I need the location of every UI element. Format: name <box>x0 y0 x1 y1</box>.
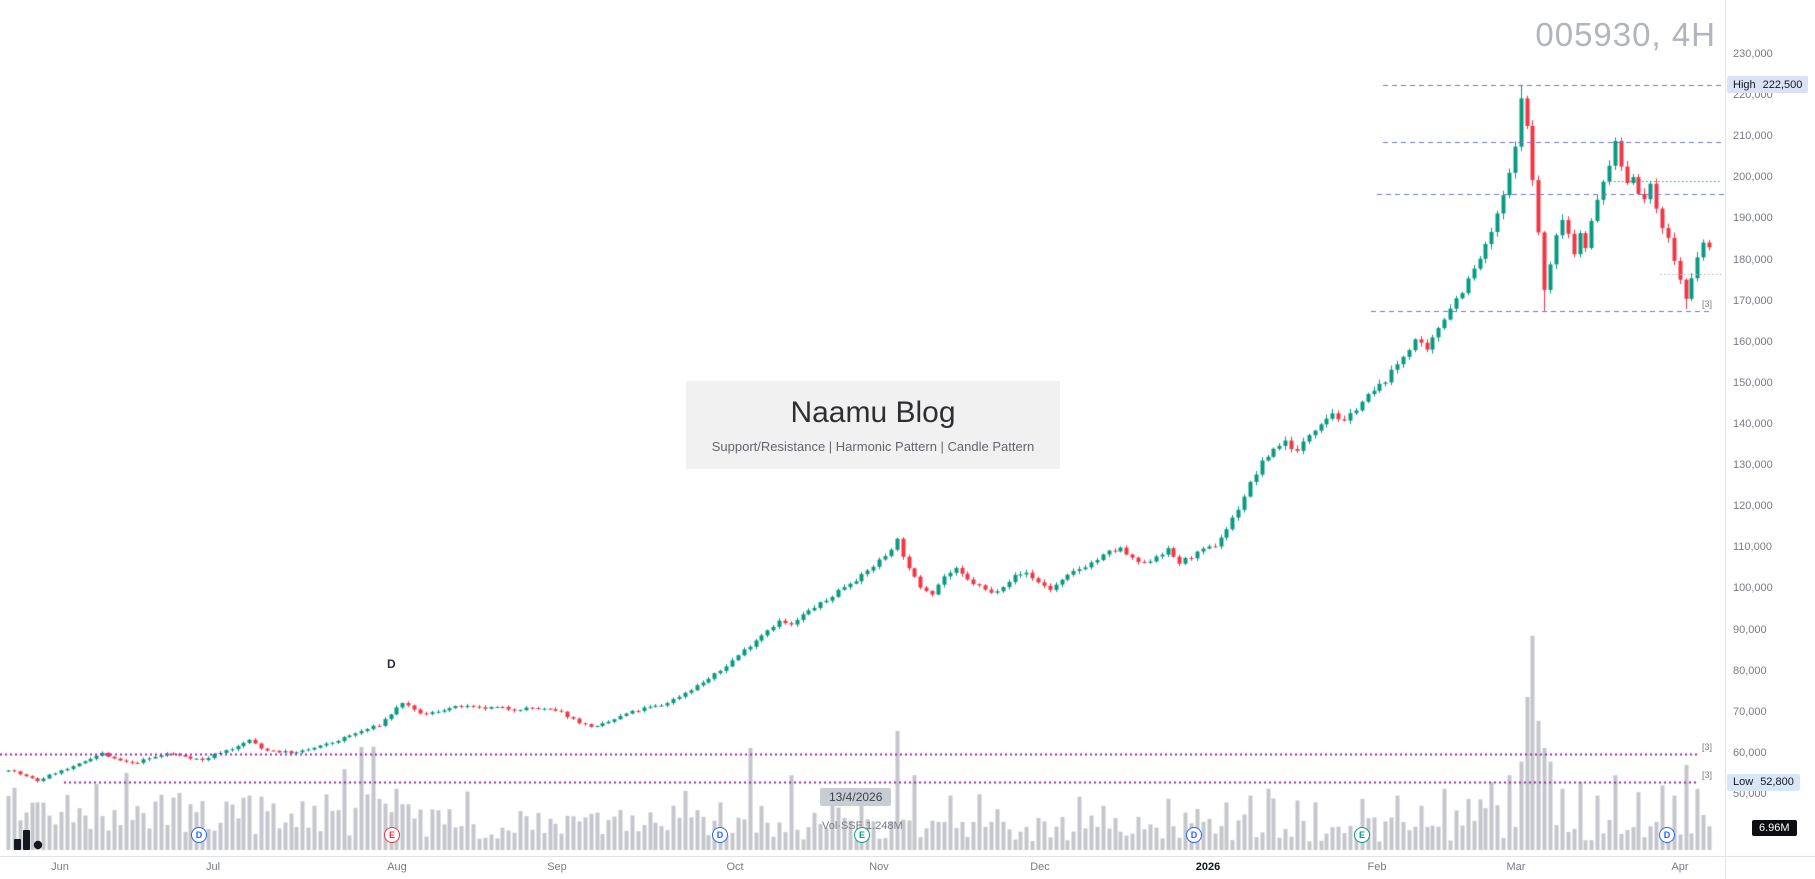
earnings-marker-icon[interactable]: E <box>854 827 870 843</box>
price-axis-label: 140,000 <box>1733 418 1773 430</box>
low-price-badge: Low 52,800 <box>1727 773 1800 791</box>
dividend-marker-icon[interactable]: D <box>712 827 728 843</box>
blog-watermark-subtitle: Support/Resistance | Harmonic Pattern | … <box>711 439 1035 454</box>
high-badge-value: 222,500 <box>1762 78 1803 91</box>
price-axis-label: 90,000 <box>1733 623 1767 636</box>
blog-watermark-title: Naamu Blog <box>790 396 956 429</box>
price-axis-label: 180,000 <box>1733 253 1773 266</box>
date-tooltip: 13/4/2026 <box>820 788 892 806</box>
time-axis-label: Jul <box>205 861 221 873</box>
time-axis-label: Aug <box>387 861 407 873</box>
dividend-marker-icon[interactable]: D <box>191 827 207 843</box>
time-axis-label: Oct <box>726 861 744 873</box>
high-badge-label: High <box>1733 78 1756 91</box>
level-touch-count-label: [3] <box>1702 298 1713 309</box>
volume-legend-text: Vol·SSE 1.248M <box>822 820 903 832</box>
price-axis-label: 70,000 <box>1733 705 1767 718</box>
earnings-marker-icon[interactable]: E <box>1354 827 1370 843</box>
time-axis-label: Dec <box>1030 861 1050 873</box>
price-axis-label: 150,000 <box>1733 376 1773 389</box>
price-axis-label: 200,000 <box>1733 171 1773 184</box>
blog-watermark: Naamu Blog Support/Resistance | Harmonic… <box>686 381 1060 469</box>
volume-value-badge: 6.96M <box>1752 820 1797 836</box>
price-axis-label: 230,000 <box>1733 48 1773 60</box>
price-axis-label: 60,000 <box>1733 746 1767 759</box>
price-axis-label: 170,000 <box>1733 294 1773 307</box>
high-price-badge: High 222,500 <box>1727 76 1809 94</box>
price-axis-label: 130,000 <box>1733 459 1773 472</box>
low-badge-value: 52,800 <box>1760 776 1794 789</box>
price-axis-label: 50,000 <box>1733 788 1767 800</box>
price-axis-label: 80,000 <box>1733 664 1767 677</box>
level-touch-count-label: [3] <box>1702 770 1713 781</box>
symbol-watermark-title: 005930, 4H <box>1535 16 1716 53</box>
time-axis-label: Sep <box>547 861 567 873</box>
price-axis-label: 190,000 <box>1733 212 1773 225</box>
time-axis-label: Apr <box>1671 861 1689 873</box>
dividend-letter-marker: D <box>387 657 396 671</box>
earnings-marker-icon[interactable]: E <box>384 827 400 843</box>
price-axis-label: 210,000 <box>1733 130 1773 143</box>
time-axis-label: Jun <box>51 861 69 873</box>
tradingview-logo[interactable] <box>14 830 44 855</box>
price-axis-label: 100,000 <box>1733 582 1773 595</box>
price-axis-label: 110,000 <box>1733 541 1772 554</box>
price-axis-label: 160,000 <box>1733 335 1773 348</box>
level-touch-count-label: [3] <box>1702 741 1713 752</box>
volume-badge-value: 6.96M <box>1759 822 1790 834</box>
price-axis-label: 120,000 <box>1733 500 1773 513</box>
low-badge-label: Low <box>1733 776 1754 789</box>
time-axis-border <box>0 856 1815 857</box>
price-axis-border <box>1725 0 1726 879</box>
dividend-marker-icon[interactable]: D <box>1186 827 1202 843</box>
time-axis-label: Mar <box>1506 861 1526 873</box>
dividend-marker-icon[interactable]: D <box>1659 827 1675 843</box>
time-axis-label: Feb <box>1367 861 1387 873</box>
time-axis-label: 2026 <box>1195 861 1221 873</box>
time-axis-label: Nov <box>869 861 889 873</box>
